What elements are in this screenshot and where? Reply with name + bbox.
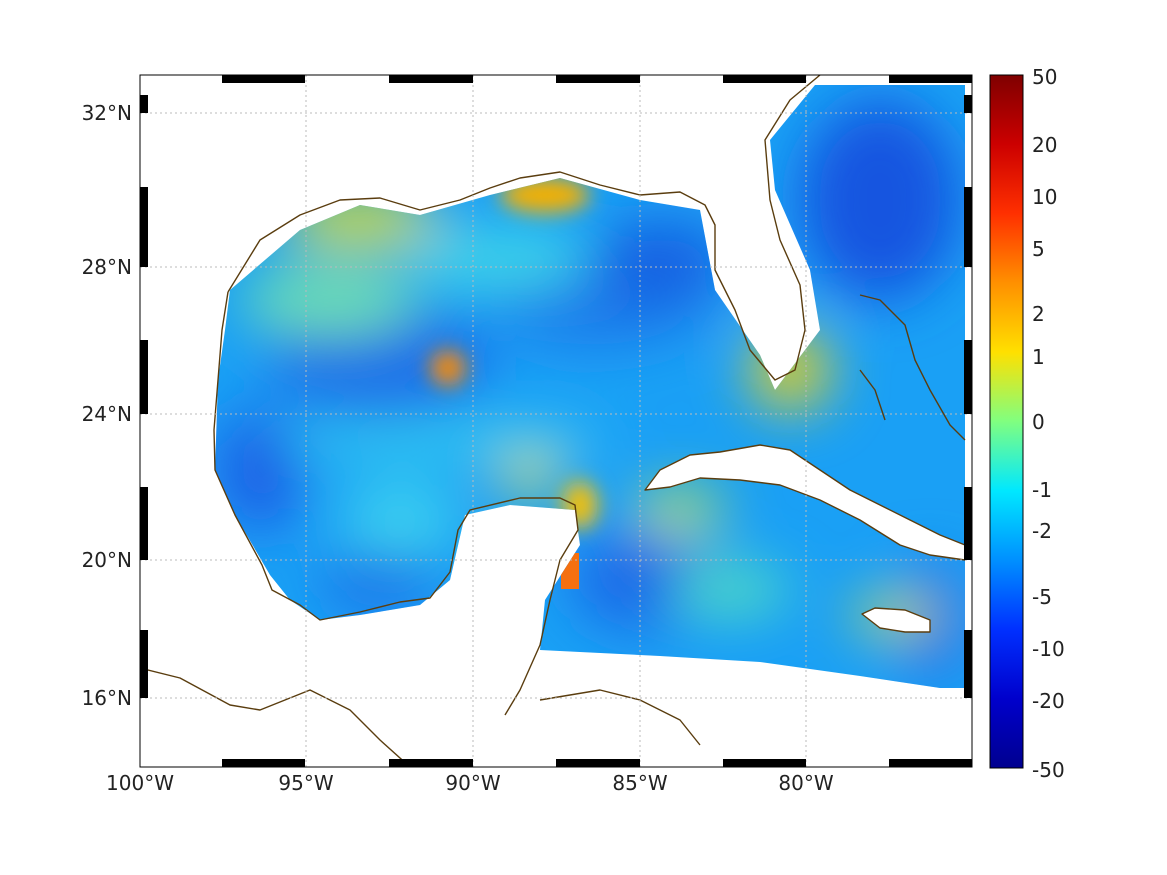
sst-field — [215, 85, 965, 688]
colorbar-tick-label: 2 — [1032, 302, 1045, 326]
x-tick-labels: 100°W 95°W 90°W 85°W 80°W — [106, 771, 834, 795]
y-tick-label: 16°N — [82, 686, 132, 710]
y-tick-label: 20°N — [82, 548, 132, 572]
colorbar-tick-label: -20 — [1032, 689, 1065, 713]
colorbar-tick-label: -50 — [1032, 758, 1065, 782]
y-tick-label: 24°N — [82, 402, 132, 426]
colorbar-tick-label: -2 — [1032, 519, 1052, 543]
colorbar-tick-label: 5 — [1032, 237, 1045, 261]
map-frame — [139, 74, 973, 768]
colorbar-tick-label: 10 — [1032, 185, 1057, 209]
colorbar-tick-label: -5 — [1032, 585, 1052, 609]
colorbar-tick-label: 50 — [1032, 65, 1057, 89]
x-tick-label: 85°W — [612, 771, 667, 795]
y-tick-label: 28°N — [82, 255, 132, 279]
colorbar-tick-label: 0 — [1032, 410, 1045, 434]
colorbar-tick-label: 1 — [1032, 345, 1045, 369]
colorbar-tick-label: 20 — [1032, 133, 1057, 157]
x-tick-label: 80°W — [778, 771, 833, 795]
x-tick-label: 100°W — [106, 771, 174, 795]
x-tick-label: 95°W — [278, 771, 333, 795]
y-tick-labels: 32°N 28°N 24°N 20°N 16°N — [82, 101, 132, 710]
coastlines — [140, 75, 966, 767]
colorbar-gradient — [989, 74, 1024, 769]
colorbar-tick-label: -1 — [1032, 478, 1052, 502]
colorbar-tick-labels: 50 20 10 5 2 1 0 -1 -2 -5 -10 -20 -50 — [1032, 65, 1065, 782]
colorbar-tick-label: -10 — [1032, 637, 1065, 661]
colorbar: 50 20 10 5 2 1 0 -1 -2 -5 -10 -20 -50 — [989, 65, 1065, 782]
graticule — [140, 75, 972, 767]
y-tick-label: 32°N — [82, 101, 132, 125]
x-tick-label: 90°W — [445, 771, 500, 795]
